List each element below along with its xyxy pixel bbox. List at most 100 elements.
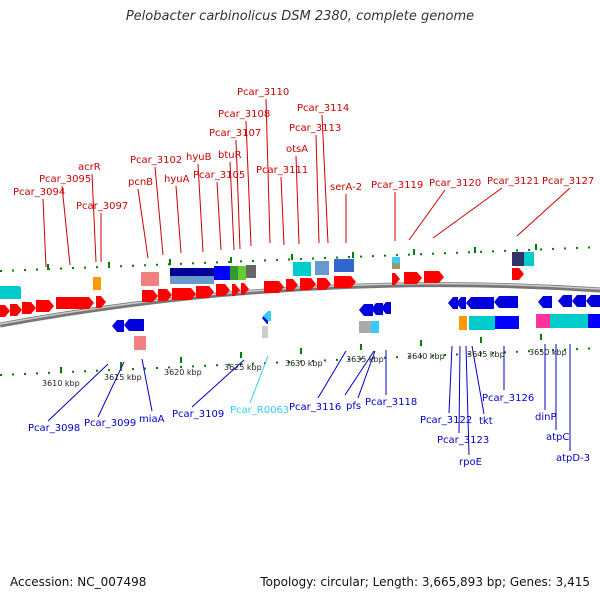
- tick-dot-top: [432, 252, 434, 255]
- gene-arrow-reverse: [263, 311, 271, 321]
- label-leader: [197, 163, 204, 253]
- gene-arrow-forward: [158, 289, 172, 301]
- label-leader: [141, 358, 153, 412]
- tick-dot-bottom: [48, 371, 50, 374]
- gene-label-pcar-3099[interactable]: Pcar_3099: [84, 418, 136, 429]
- tick-dot-top: [576, 246, 578, 249]
- gene-label-pcar-3107[interactable]: Pcar_3107: [209, 128, 261, 139]
- gene-label-tkt[interactable]: tkt: [479, 416, 493, 427]
- tick-dot-bottom: [108, 369, 110, 372]
- tick-dot-bottom: [336, 358, 338, 361]
- gene-label-pcar-3105[interactable]: Pcar_3105: [193, 170, 245, 181]
- tick-dot-bottom: [480, 352, 482, 355]
- gene-label-pcar-r0063[interactable]: Pcar_R0063: [230, 405, 289, 416]
- gene-label-pcar-3122[interactable]: Pcar_3122: [420, 415, 472, 426]
- tick-major-top: [474, 247, 476, 253]
- gene-label-sera-2[interactable]: serA-2: [330, 182, 362, 193]
- gene-label-otsa[interactable]: otsA: [286, 144, 308, 155]
- scale-label-3615: 3615 kbp: [104, 373, 142, 382]
- tick-dot-bottom: [84, 370, 86, 373]
- tick-dot-top: [264, 259, 266, 262]
- feature-box: [359, 321, 371, 333]
- gene-label-rpoe[interactable]: rpoE: [459, 457, 482, 468]
- gene-label-pcar-3123[interactable]: Pcar_3123: [437, 435, 489, 446]
- gene-label-pcar-3121[interactable]: Pcar_3121: [487, 176, 539, 187]
- gene-label-miaa[interactable]: miaA: [139, 414, 165, 425]
- gene-label-pcar-3109[interactable]: Pcar_3109: [172, 409, 224, 420]
- feature-box: [469, 316, 495, 330]
- feature-box: [334, 259, 354, 272]
- gene-label-pcar-3111[interactable]: Pcar_3111: [256, 165, 308, 176]
- page-title: Pelobacter carbinolicus DSM 2380, comple…: [125, 9, 475, 24]
- tick-dot-bottom: [156, 366, 158, 369]
- gene-label-hyua[interactable]: hyuA: [164, 174, 190, 185]
- gene-label-pcar-3098[interactable]: Pcar_3098: [28, 423, 80, 434]
- tick-dot-top: [300, 258, 302, 260]
- gene-label-pcar-3097[interactable]: Pcar_3097: [76, 201, 128, 212]
- scale-label-3645: 3645 kbp: [467, 350, 505, 359]
- gene-label-atpc[interactable]: atpC: [546, 432, 569, 443]
- gene-arrow-forward: [22, 302, 36, 314]
- tick-dot-top: [588, 246, 590, 249]
- tick-dot-top: [552, 247, 554, 250]
- gene-label-pcar-3094[interactable]: Pcar_3094: [13, 187, 65, 198]
- gene-label-dinp[interactable]: dinP: [535, 412, 557, 423]
- feature-box: [558, 314, 588, 328]
- gene-label-pcar-3116[interactable]: Pcar_3116: [289, 402, 341, 413]
- tick-dot-bottom: [12, 373, 14, 376]
- gene-arrow-forward: [424, 271, 444, 283]
- feature-box: [134, 336, 146, 350]
- label-leader: [154, 166, 164, 256]
- tick-dot-top: [240, 260, 242, 263]
- tick-dot-top: [480, 250, 482, 253]
- tick-dot-top: [144, 264, 146, 267]
- gene-label-hyub[interactable]: hyuB: [186, 152, 212, 163]
- gene-label-pcar-3108[interactable]: Pcar_3108: [218, 109, 270, 120]
- feature-box: [588, 314, 600, 328]
- feature-box: [0, 287, 20, 299]
- label-leader: [344, 350, 375, 396]
- gene-label-acrr[interactable]: acrR: [78, 162, 101, 173]
- gene-label-pcar-3127[interactable]: Pcar_3127: [542, 176, 594, 187]
- gene-label-pcar-3114[interactable]: Pcar_3114: [297, 103, 349, 114]
- tick-dot-top: [408, 253, 410, 256]
- gene-label-pcar-3110[interactable]: Pcar_3110: [237, 87, 289, 98]
- gene-label-btur[interactable]: btuR: [218, 150, 242, 161]
- tick-dot-bottom: [180, 365, 182, 368]
- label-leader: [280, 176, 285, 246]
- gene-arrow-forward: [96, 296, 106, 308]
- tick-dot-bottom: [168, 366, 170, 369]
- tick-dot-top: [24, 269, 26, 272]
- tick-dot-top: [324, 257, 326, 260]
- feature-box: [262, 326, 268, 338]
- gene-label-pcar-3119[interactable]: Pcar_3119: [371, 180, 423, 191]
- tick-dot-bottom: [492, 351, 494, 354]
- gene-label-atpd-3[interactable]: atpD-3: [556, 453, 590, 464]
- tick-major-bottom: [420, 340, 422, 346]
- tick-dot-top: [348, 256, 350, 259]
- gene-arrow-reverse: [381, 302, 391, 314]
- gene-arrow-reverse: [448, 297, 458, 309]
- gene-label-pcar-3120[interactable]: Pcar_3120: [429, 178, 481, 189]
- gene-label-pfs[interactable]: pfs: [346, 401, 361, 412]
- gene-label-pcnb[interactable]: pcnB: [128, 177, 153, 188]
- gene-arrow-forward: [10, 304, 22, 316]
- gene-arrow-forward: [196, 286, 214, 298]
- gene-label-pcar-3118[interactable]: Pcar_3118: [365, 397, 417, 408]
- label-leader: [61, 185, 71, 266]
- gene-label-pcar-3126[interactable]: Pcar_3126: [482, 393, 534, 404]
- tick-dot-bottom: [96, 369, 98, 372]
- gene-arrow-reverse: [124, 319, 144, 331]
- gene-label-pcar-3113[interactable]: Pcar_3113: [289, 123, 341, 134]
- tick-dot-top: [420, 253, 422, 256]
- gene-label-pcar-3095[interactable]: Pcar_3095: [39, 174, 91, 185]
- tick-dot-top: [564, 247, 566, 250]
- tick-dot-top: [384, 254, 386, 257]
- label-leader: [235, 139, 241, 250]
- feature-box: [392, 263, 400, 269]
- tick-dot-top: [456, 251, 458, 254]
- tick-dot-bottom: [348, 358, 350, 361]
- label-leader: [432, 187, 503, 239]
- tick-major-top: [47, 264, 49, 270]
- gene-label-pcar-3102[interactable]: Pcar_3102: [130, 155, 182, 166]
